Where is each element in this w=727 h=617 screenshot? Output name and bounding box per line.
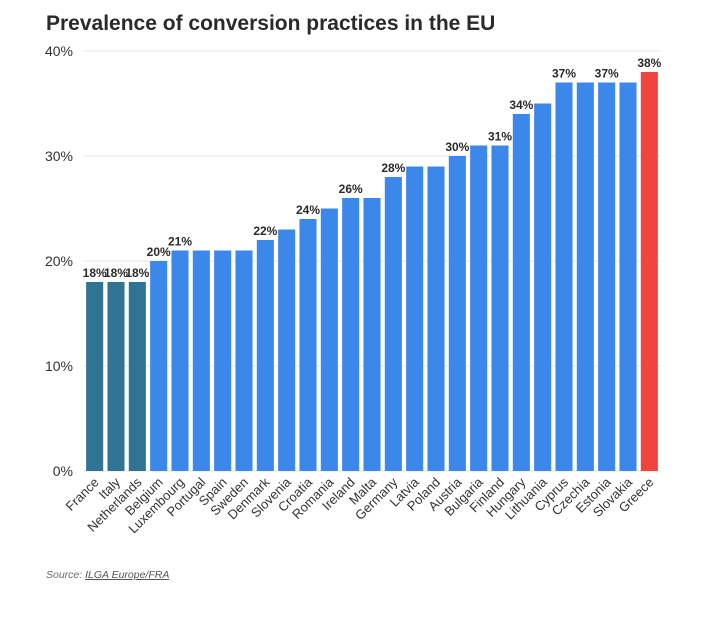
data-label: 18% — [125, 266, 149, 280]
data-label: 30% — [445, 140, 469, 154]
bar — [171, 250, 189, 471]
bar — [150, 261, 168, 471]
bar — [214, 250, 232, 471]
bar — [235, 250, 253, 471]
y-tick-label: 30% — [45, 148, 73, 164]
chart-title: Prevalence of conversion practices in th… — [46, 12, 496, 35]
data-label: 18% — [104, 266, 128, 280]
data-label: 31% — [488, 130, 512, 144]
bar — [128, 282, 146, 471]
data-label: 37% — [595, 67, 619, 81]
x-tick-label: France — [63, 475, 102, 514]
bar — [86, 282, 104, 471]
bar — [619, 82, 637, 471]
bar — [278, 229, 296, 471]
bar — [192, 250, 210, 471]
data-label: 34% — [509, 98, 533, 112]
bar — [256, 240, 274, 471]
bar — [598, 82, 616, 471]
data-label: 20% — [147, 245, 171, 259]
bar — [555, 82, 573, 471]
data-label: 38% — [637, 56, 661, 70]
data-label: 22% — [253, 224, 277, 238]
y-tick-label: 20% — [45, 253, 73, 269]
y-tick-label: 0% — [53, 463, 73, 479]
bar — [448, 156, 466, 471]
data-label: 18% — [83, 266, 107, 280]
bar — [384, 177, 402, 471]
bar — [363, 198, 381, 471]
source-prefix: Source: — [46, 569, 83, 581]
bar — [491, 145, 509, 471]
data-label: 21% — [168, 235, 192, 249]
bar — [107, 282, 125, 471]
bar — [320, 208, 338, 471]
bar — [470, 145, 488, 471]
y-tick-label: 10% — [45, 358, 73, 374]
data-label: 37% — [552, 67, 576, 81]
data-label: 26% — [339, 182, 363, 196]
y-tick-label: 40% — [45, 43, 73, 59]
bar — [427, 166, 445, 471]
data-label: 28% — [381, 161, 405, 175]
bar — [512, 114, 530, 471]
bar — [342, 198, 360, 471]
bar — [576, 82, 594, 471]
data-label: 24% — [296, 203, 320, 217]
bar — [640, 72, 658, 471]
source-link[interactable]: ILGA Europe/FRA — [85, 569, 170, 581]
bar — [534, 103, 552, 471]
bar — [406, 166, 424, 471]
source-note: Source: ILGA Europe/FRA — [46, 569, 169, 581]
bar — [299, 219, 317, 471]
